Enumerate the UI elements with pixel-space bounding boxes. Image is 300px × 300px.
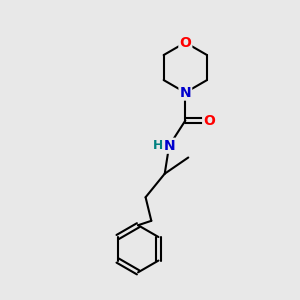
Text: H: H <box>153 139 163 152</box>
Text: N: N <box>179 85 191 100</box>
Text: O: O <box>203 114 215 128</box>
Text: O: O <box>179 35 191 50</box>
Text: N: N <box>163 139 175 153</box>
